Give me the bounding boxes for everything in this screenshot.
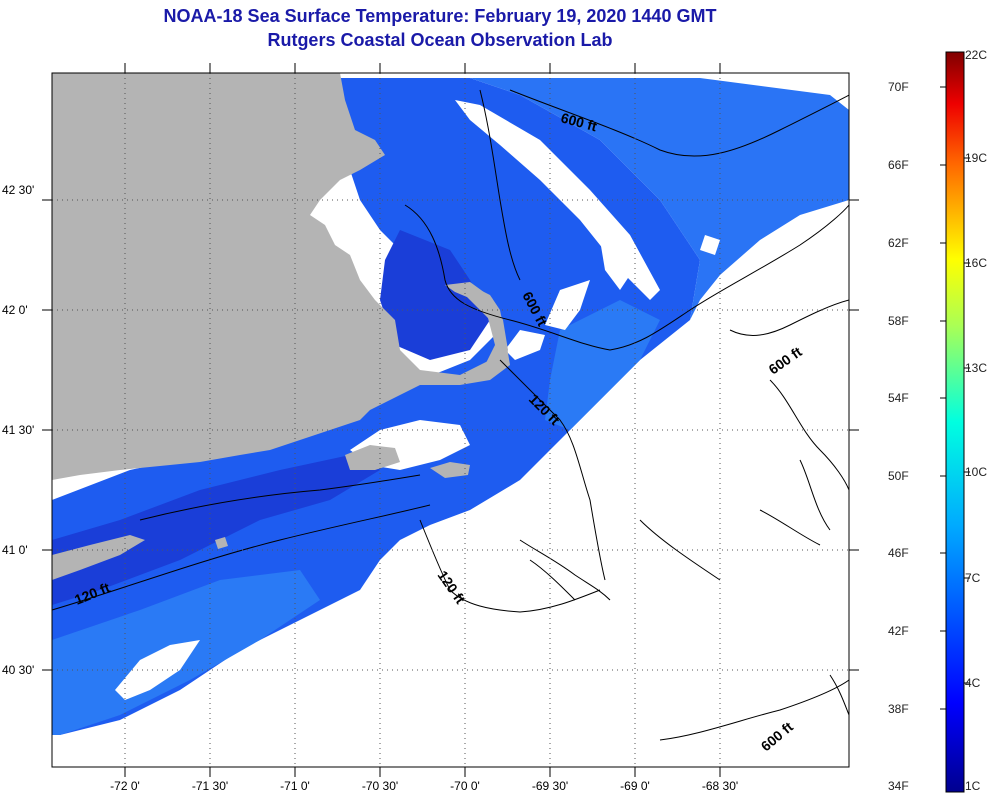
colorbar-ticks (940, 86, 970, 710)
lat-label: 41 30' (2, 423, 35, 437)
lat-label: 40 30' (2, 663, 35, 677)
colorbar-label-f: 42F (888, 624, 909, 638)
bathymetry-contours (52, 89, 849, 741)
colorbar-label-f: 54F (888, 391, 909, 405)
frame-ticks (42, 63, 859, 777)
lat-label: 42 30' (2, 183, 35, 197)
lon-label: -70 0' (450, 779, 480, 793)
colorbar-label-c: 16C (965, 256, 988, 270)
colorbar-label-c: 22C (965, 48, 988, 62)
colorbar-label-f: 70F (888, 80, 909, 94)
lon-label: -72 0' (110, 779, 140, 793)
colorbar-label-c: 7C (965, 571, 981, 585)
colorbar-label-c: 1C (965, 779, 981, 793)
lon-label: -68 30' (701, 779, 739, 793)
colorbar-label-f: 66F (888, 158, 909, 172)
lat-label: 42 0' (2, 303, 28, 317)
colorbar-label-c: 19C (965, 151, 988, 165)
colorbar-label-f: 58F (888, 314, 909, 328)
colorbar-label-c: 10C (965, 465, 988, 479)
graticule (52, 73, 849, 767)
colorbar-label-f: 62F (888, 236, 909, 250)
land-mass (52, 73, 510, 580)
lat-label: 41 0' (2, 543, 28, 557)
lon-label: -71 30' (191, 779, 229, 793)
colorbar-label-f: 34F (888, 779, 909, 793)
map-title: NOAA-18 Sea Surface Temperature: Februar… (163, 6, 717, 26)
map-frame (51, 72, 850, 768)
colorbar-label-c: 4C (965, 676, 981, 690)
map-subtitle: Rutgers Coastal Ocean Observation Lab (267, 30, 613, 50)
lon-label: -70 30' (361, 779, 399, 793)
colorbar-label-c: 13C (965, 361, 988, 375)
lon-label: -69 0' (620, 779, 650, 793)
lon-label: -71 0' (280, 779, 310, 793)
lon-label: -69 30' (531, 779, 569, 793)
colorbar-label-f: 46F (888, 546, 909, 560)
colorbar-label-f: 50F (888, 469, 909, 483)
colorbar-label-f: 38F (888, 702, 909, 716)
temperature-colorbar (945, 51, 965, 793)
